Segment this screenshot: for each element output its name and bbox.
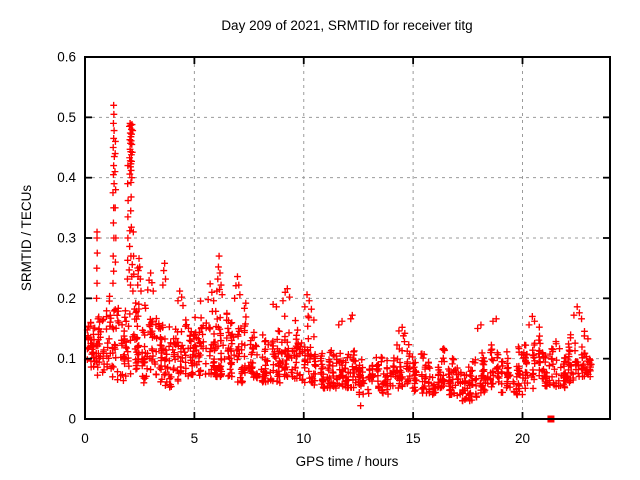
y-tick-label: 0.2 <box>57 291 76 306</box>
y-tick-label: 0.6 <box>57 50 76 65</box>
x-tick-label: 20 <box>515 431 530 446</box>
y-tick-label: 0 <box>68 412 76 427</box>
tick-labels: 0 5 10 15 20 0 0.1 0.2 0.3 0.4 0.5 0.6 <box>57 50 530 447</box>
x-axis-label: GPS time / hours <box>296 454 399 469</box>
y-tick-label: 0.1 <box>57 351 76 366</box>
plot-canvas: 0 5 10 15 20 0 0.1 0.2 0.3 0.4 0.5 0.6 <box>57 50 611 447</box>
x-tick-label: 5 <box>191 431 199 446</box>
y-tick-label: 0.3 <box>57 231 76 246</box>
chart-title: Day 209 of 2021, SRMTID for receiver tit… <box>221 18 472 33</box>
x-tick-label: 15 <box>406 431 421 446</box>
y-axis-label: SRMTID / TECUs <box>19 185 34 292</box>
data-points <box>83 101 595 410</box>
x-tick-label: 10 <box>296 431 311 446</box>
axis-ticks <box>84 56 610 420</box>
y-tick-label: 0.5 <box>57 110 76 125</box>
y-tick-label: 0.4 <box>57 170 76 185</box>
grid-lines <box>85 57 610 419</box>
x-tick-label: 0 <box>81 431 89 446</box>
